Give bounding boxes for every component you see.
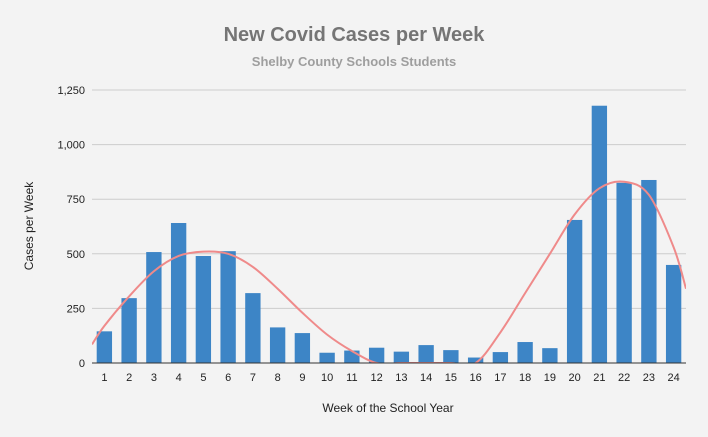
x-tick-label: 15 (445, 372, 457, 384)
x-tick-label: 3 (151, 372, 157, 384)
x-tick-label: 22 (618, 372, 630, 384)
bar (641, 179, 657, 363)
x-tick-label: 24 (668, 372, 680, 384)
y-tick-label: 0 (79, 358, 85, 370)
bar (146, 252, 162, 363)
bar (591, 105, 608, 364)
x-tick-label: 20 (569, 372, 581, 384)
bar (319, 352, 335, 363)
y-tick-label: 1,000 (57, 140, 85, 152)
x-tick-label: 18 (519, 372, 531, 384)
x-tick-label: 11 (346, 372, 357, 384)
trendline-layer (92, 180, 686, 363)
x-tick-label: 7 (250, 372, 256, 384)
x-tick-label: 5 (200, 372, 206, 384)
x-axis-title: Week of the School Year (322, 401, 453, 415)
bar (616, 182, 632, 363)
y-axis-title: Cases per Week (22, 181, 36, 270)
y-tick-label: 250 (67, 303, 85, 315)
bar (418, 345, 434, 363)
x-tick-label: 17 (494, 372, 506, 384)
trendline (92, 180, 686, 363)
bar (294, 333, 311, 363)
x-tick-label: 4 (176, 372, 182, 384)
x-tick-label: 14 (420, 372, 432, 384)
bar (269, 327, 286, 363)
bar (542, 348, 558, 363)
chart-title: New Covid Cases per Week (224, 24, 486, 46)
bar (170, 223, 187, 363)
bar (96, 331, 113, 363)
y-tick-label: 750 (67, 194, 85, 206)
bar (344, 350, 360, 363)
bar (566, 219, 583, 363)
bar (467, 357, 484, 363)
y-tick-label: 1,250 (57, 85, 85, 97)
chart-subtitle: Shelby County Schools Students (252, 54, 456, 69)
y-tick-label: 500 (67, 249, 85, 261)
bar (368, 347, 385, 363)
bar (121, 298, 137, 363)
bar (517, 342, 533, 363)
bar (492, 352, 509, 363)
x-tick-label: 8 (275, 372, 281, 384)
x-tick-label: 23 (643, 372, 655, 384)
bar (245, 293, 261, 363)
bar (220, 251, 236, 363)
x-tick-label: 13 (395, 372, 407, 384)
bar (393, 351, 410, 363)
x-tick-label: 16 (470, 372, 482, 384)
x-tick-label: 12 (371, 372, 383, 384)
x-tick-label: 10 (321, 372, 333, 384)
x-tick-label: 21 (593, 372, 605, 384)
x-tick-label: 1 (101, 372, 107, 384)
x-tick-label: 9 (299, 372, 305, 384)
x-tick-label: 19 (544, 372, 556, 384)
bar (665, 264, 682, 363)
bar (443, 350, 459, 363)
x-tick-label: 6 (225, 372, 231, 384)
x-tick-label: 2 (126, 372, 132, 384)
bar (195, 255, 212, 363)
